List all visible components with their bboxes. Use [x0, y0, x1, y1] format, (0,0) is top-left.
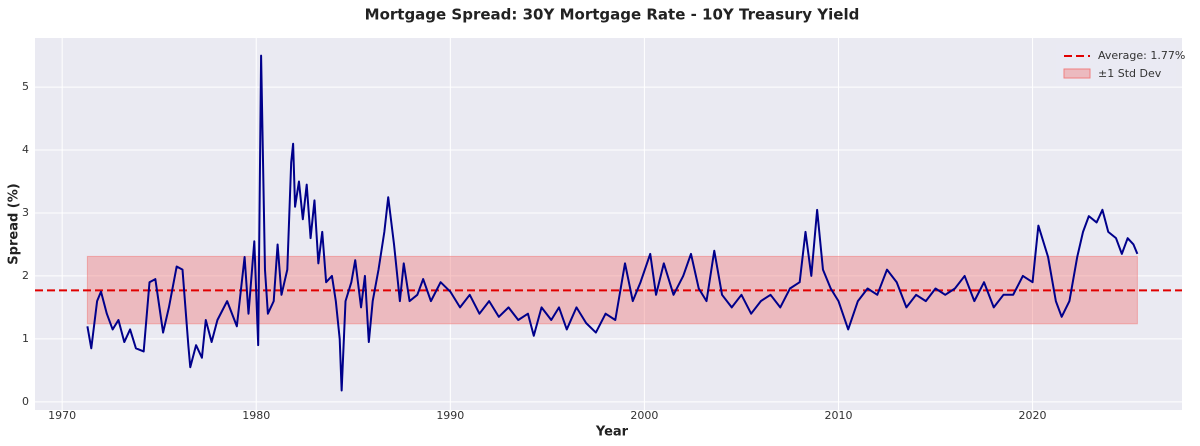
y-tick-label: 1 — [22, 332, 29, 345]
x-tick-label: 1990 — [436, 409, 464, 422]
x-tick-label: 1980 — [242, 409, 270, 422]
x-axis-label: Year — [595, 425, 629, 440]
legend-band-swatch — [1063, 68, 1091, 79]
legend-box — [1056, 44, 1176, 86]
y-axis-label: Spread (%) — [7, 183, 22, 264]
series-line — [86, 54, 1139, 392]
y-tick-label: 4 — [22, 143, 29, 156]
chart-title: Mortgage Spread: 30Y Mortgage Rate - 10Y… — [365, 6, 860, 24]
y-tick-label: 5 — [22, 80, 29, 93]
x-tick-label: 1970 — [48, 409, 76, 422]
x-tick-label: 2020 — [1019, 409, 1047, 422]
legend-label: Average: 1.77% — [1098, 49, 1185, 62]
legend-label: ±1 Std Dev — [1098, 67, 1162, 80]
x-tick-label: 2010 — [824, 409, 852, 422]
y-tick-label: 2 — [22, 269, 29, 282]
plot-area — [35, 38, 1182, 410]
y-tick-label: 3 — [22, 206, 29, 219]
x-tick-label: 2000 — [630, 409, 658, 422]
y-tick-label: 0 — [22, 395, 29, 408]
